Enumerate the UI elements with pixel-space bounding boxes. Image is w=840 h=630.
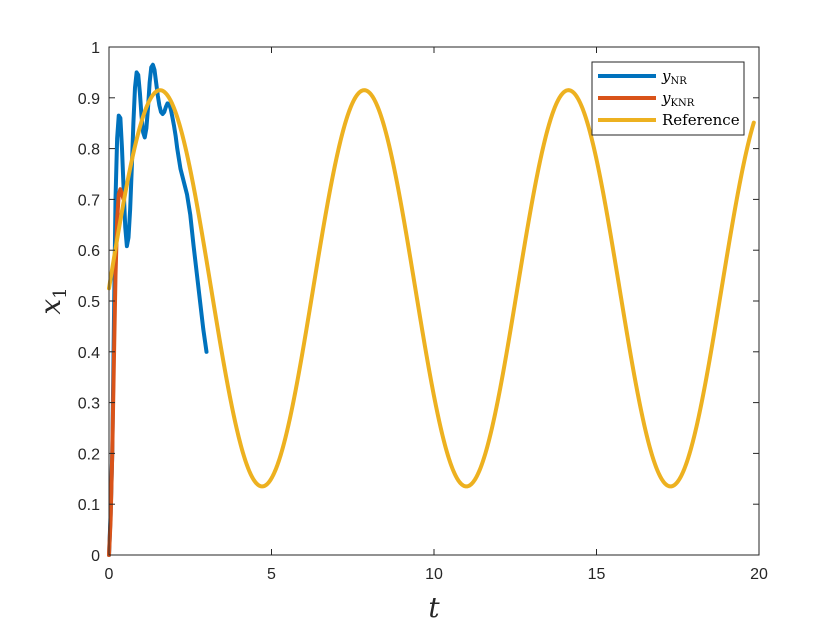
y-tick-label: 0.4 — [78, 345, 100, 362]
legend-label-main: Reference — [662, 111, 740, 129]
legend-label-subscript: KNR — [670, 98, 694, 109]
x-tick-label: 10 — [425, 566, 443, 583]
x-tick-label: 5 — [267, 566, 276, 583]
legend-label: yKNR — [661, 89, 695, 109]
y-axis-label-main: x — [34, 299, 67, 315]
series-layer — [107, 62, 756, 557]
x-tick-label: 0 — [105, 566, 114, 583]
y-axis-label-subscript: 1 — [50, 287, 71, 298]
series-line-reference — [107, 88, 756, 489]
x-tick-label: 15 — [588, 566, 606, 583]
legend-label: Reference — [662, 111, 740, 129]
y-tick-label: 0 — [91, 548, 100, 565]
legend-label-subscript: NR — [670, 76, 687, 87]
y-tick-label: 0.1 — [78, 497, 100, 514]
ticks-layer: 0 5 10 15 20 0 0.1 0.2 0.3 0.4 0.5 0.6 0.7 0.8 0.9 1 — [78, 40, 768, 583]
legend-label-main: y — [661, 89, 671, 107]
y-tick-label: 0.8 — [78, 142, 100, 159]
y-axis-label: x1 — [34, 287, 71, 314]
legend-label-main: y — [661, 67, 671, 85]
y-tick-label: 0.3 — [78, 396, 100, 413]
y-tick-label: 0.9 — [78, 91, 100, 108]
legend-label: yNR — [661, 67, 687, 87]
y-tick-label: 0.2 — [78, 446, 100, 463]
y-tick-label: 0.7 — [78, 192, 100, 209]
y-tick-label: 0.6 — [78, 243, 100, 260]
y-tick-label: 0.5 — [78, 294, 100, 311]
y-axis-label-group: x1 — [34, 287, 71, 314]
x-axis-label: t — [428, 591, 440, 624]
series-line-y-nr — [107, 62, 209, 557]
y-tick-label: 1 — [91, 40, 100, 57]
x-tick-label: 20 — [750, 566, 768, 583]
